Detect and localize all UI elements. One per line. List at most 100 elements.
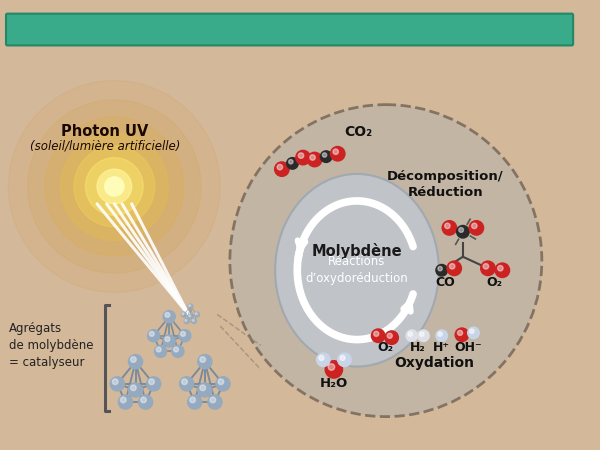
FancyBboxPatch shape: [6, 14, 573, 45]
Circle shape: [28, 100, 201, 273]
Circle shape: [200, 385, 206, 391]
Circle shape: [163, 310, 175, 323]
Circle shape: [188, 304, 193, 309]
Circle shape: [112, 379, 118, 385]
Circle shape: [185, 320, 187, 321]
Circle shape: [497, 266, 503, 271]
Circle shape: [419, 332, 424, 336]
Circle shape: [208, 395, 222, 409]
Circle shape: [198, 355, 212, 369]
Circle shape: [449, 264, 455, 269]
Circle shape: [104, 177, 124, 196]
Text: O₂: O₂: [377, 341, 393, 354]
Circle shape: [481, 261, 495, 275]
Circle shape: [118, 395, 133, 409]
Circle shape: [190, 397, 196, 403]
Circle shape: [470, 329, 474, 333]
Circle shape: [188, 305, 191, 307]
Circle shape: [387, 333, 392, 338]
Circle shape: [495, 263, 509, 278]
Circle shape: [218, 379, 224, 385]
Ellipse shape: [275, 174, 439, 367]
Text: H₂: H₂: [410, 341, 425, 354]
Circle shape: [289, 160, 293, 164]
Circle shape: [277, 164, 283, 170]
Circle shape: [182, 313, 184, 315]
Circle shape: [374, 331, 379, 337]
Circle shape: [97, 169, 131, 204]
Circle shape: [74, 146, 155, 227]
Circle shape: [188, 315, 191, 317]
Circle shape: [320, 151, 332, 162]
Circle shape: [459, 228, 464, 232]
Text: OH⁻: OH⁻: [454, 341, 482, 354]
Circle shape: [307, 152, 322, 167]
Circle shape: [45, 117, 184, 256]
Circle shape: [165, 312, 170, 317]
Text: H⁺: H⁺: [433, 341, 450, 354]
Circle shape: [216, 377, 230, 391]
Circle shape: [322, 153, 327, 157]
Circle shape: [472, 223, 477, 229]
Circle shape: [436, 330, 448, 342]
Circle shape: [287, 158, 298, 169]
Circle shape: [188, 314, 193, 319]
Circle shape: [179, 330, 191, 342]
Circle shape: [408, 332, 412, 336]
Circle shape: [296, 150, 310, 165]
Circle shape: [181, 312, 187, 317]
Circle shape: [445, 223, 450, 229]
Circle shape: [469, 220, 484, 235]
Circle shape: [371, 329, 385, 342]
Circle shape: [156, 347, 161, 352]
Circle shape: [442, 220, 457, 235]
Circle shape: [331, 147, 345, 161]
Text: Oxydation: Oxydation: [394, 356, 474, 370]
Text: O₂: O₂: [487, 276, 503, 288]
Text: Molybdène: Molybdène: [311, 243, 402, 259]
Circle shape: [457, 330, 463, 335]
Text: H₂O: H₂O: [320, 377, 348, 390]
Circle shape: [131, 385, 136, 391]
Circle shape: [200, 357, 206, 362]
Circle shape: [184, 319, 189, 324]
Circle shape: [85, 158, 143, 216]
Circle shape: [131, 357, 136, 362]
Circle shape: [455, 328, 469, 342]
Text: Décomposition/
Réduction: Décomposition/ Réduction: [387, 170, 504, 199]
Circle shape: [333, 149, 338, 154]
Circle shape: [340, 356, 345, 360]
Circle shape: [154, 345, 167, 357]
Circle shape: [438, 332, 442, 336]
Circle shape: [195, 313, 197, 315]
Circle shape: [149, 332, 154, 336]
Circle shape: [61, 133, 168, 240]
Circle shape: [165, 337, 170, 342]
Circle shape: [230, 105, 542, 417]
Text: Réactions
d’oxydoréduction: Réactions d’oxydoréduction: [305, 255, 409, 285]
Circle shape: [319, 356, 324, 360]
Circle shape: [468, 327, 479, 338]
Circle shape: [128, 355, 143, 369]
Circle shape: [194, 312, 200, 317]
Circle shape: [210, 397, 215, 403]
Circle shape: [406, 330, 418, 342]
Circle shape: [172, 345, 184, 357]
Circle shape: [149, 379, 154, 385]
Circle shape: [457, 225, 469, 238]
Circle shape: [188, 395, 202, 409]
Circle shape: [338, 353, 351, 367]
Circle shape: [483, 264, 488, 269]
Circle shape: [328, 364, 335, 370]
Text: La photocatalyse utile à la production d’énergie décarbonnée: La photocatalyse utile à la production d…: [16, 22, 489, 39]
Circle shape: [447, 261, 461, 275]
Text: CO₂: CO₂: [344, 125, 372, 139]
Circle shape: [110, 377, 124, 391]
Circle shape: [325, 361, 343, 378]
Circle shape: [385, 331, 398, 344]
Circle shape: [182, 379, 187, 385]
Circle shape: [198, 383, 212, 397]
Circle shape: [310, 155, 316, 160]
Text: Photon UV: Photon UV: [61, 124, 148, 139]
Circle shape: [191, 319, 197, 324]
